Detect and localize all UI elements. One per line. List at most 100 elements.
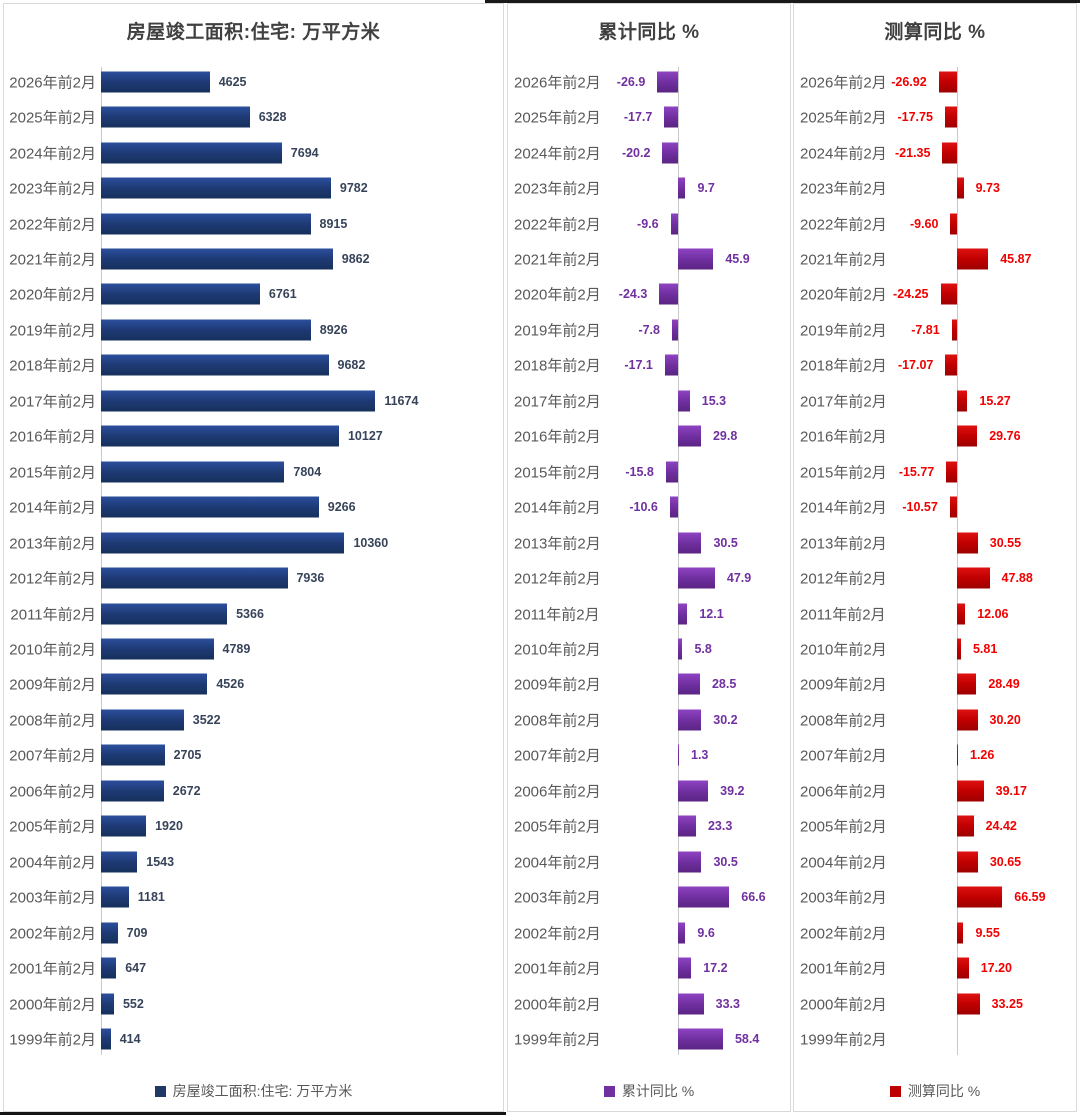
value-label: 9266 <box>327 500 356 515</box>
bar <box>957 248 989 270</box>
value-label: 552 <box>122 996 144 1011</box>
bar-row: 2011年前2月 12.06 <box>794 596 1076 631</box>
category-label: 2022年前2月 <box>9 216 96 234</box>
category-label: 2012年前2月 <box>800 570 887 588</box>
bar-row: 2025年前2月 -17.7 <box>508 99 790 134</box>
category-label: 2020年前2月 <box>9 286 96 304</box>
value-label: 1181 <box>137 890 165 905</box>
plot-area: 2026年前2月 -26.92 2025年前2月 -17.75 2024年前2月 -21.… <box>794 64 1076 1057</box>
bar-row: 2023年前2月 9782 <box>4 170 503 205</box>
bar-row: 2025年前2月 6328 <box>4 99 503 134</box>
bar-row: 2021年前2月 9862 <box>4 241 503 276</box>
bar <box>942 142 957 164</box>
bar-row: 1999年前2月 58.4 <box>508 1021 790 1056</box>
bar <box>678 922 686 944</box>
category-label: 2002年前2月 <box>514 925 601 943</box>
value-label: 28.5 <box>711 677 737 692</box>
bar-row: 2010年前2月 4789 <box>4 631 503 666</box>
value-label: 2672 <box>172 783 201 798</box>
category-label: 2015年前2月 <box>514 464 601 482</box>
legend: 房屋竣工面积:住宅: 万平方米 <box>4 1081 503 1101</box>
bar <box>101 213 311 235</box>
category-label: 2002年前2月 <box>800 925 887 943</box>
bar-row: 2026年前2月 -26.9 <box>508 64 790 99</box>
value-label: 15.3 <box>701 393 727 408</box>
legend: 累计同比 % <box>508 1081 790 1101</box>
category-label: 2009年前2月 <box>9 676 96 694</box>
bar <box>101 354 329 376</box>
value-label: 2705 <box>173 748 202 763</box>
category-label: 2007年前2月 <box>9 747 96 765</box>
bar <box>678 425 701 447</box>
legend-swatch-icon <box>603 1085 615 1097</box>
category-label: 2022年前2月 <box>800 216 887 234</box>
value-label: 5.81 <box>972 641 998 656</box>
bar-row: 1999年前2月 414 <box>4 1021 503 1056</box>
category-label: 1999年前2月 <box>514 1031 601 1049</box>
value-label: 29.76 <box>989 429 1021 444</box>
category-label: 2020年前2月 <box>514 286 601 304</box>
value-label: -26.92 <box>891 74 927 89</box>
bar <box>957 425 978 447</box>
category-label: 2023年前2月 <box>800 180 887 198</box>
plot-area: 2026年前2月 4625 2025年前2月 6328 2024年前2月 7694 2023… <box>4 64 503 1057</box>
bottom-edge-line <box>0 1112 506 1115</box>
bar-row: 2008年前2月 3522 <box>4 702 503 737</box>
bar <box>678 603 688 625</box>
bar <box>957 744 958 766</box>
bar <box>659 283 678 305</box>
bar-row: 2009年前2月 28.5 <box>508 667 790 702</box>
bar-row: 2024年前2月 -20.2 <box>508 135 790 170</box>
category-label: 2018年前2月 <box>514 357 601 375</box>
category-label: 2001年前2月 <box>9 960 96 978</box>
bar-row: 2000年前2月 552 <box>4 986 503 1021</box>
bar-row: 2001年前2月 647 <box>4 950 503 985</box>
category-label: 2022年前2月 <box>514 216 601 234</box>
category-label: 2014年前2月 <box>800 499 887 517</box>
category-label: 2002年前2月 <box>9 925 96 943</box>
value-label: 45.87 <box>1000 251 1032 266</box>
panel-cumulative-yoy: 累计同比 % 2026年前2月 -26.9 2025年前2月 -17.7 2024年前2… <box>507 3 791 1112</box>
panel-completion-area: 房屋竣工面积:住宅: 万平方米 2026年前2月 4625 2025年前2月 6328… <box>3 3 504 1112</box>
legend-swatch-icon <box>889 1085 901 1097</box>
value-label: 47.9 <box>726 571 752 586</box>
category-label: 2014年前2月 <box>514 499 601 517</box>
category-label: 2025年前2月 <box>800 109 887 127</box>
value-label: -10.57 <box>902 500 938 515</box>
bar-row: 2013年前2月 30.5 <box>508 525 790 560</box>
category-label: 2024年前2月 <box>9 145 96 163</box>
value-label: -10.6 <box>629 500 658 515</box>
category-label: 2021年前2月 <box>800 251 887 269</box>
value-label: 9.6 <box>697 925 715 940</box>
bar <box>957 390 968 412</box>
bar <box>101 142 282 164</box>
category-label: 2026年前2月 <box>800 74 887 92</box>
bar <box>957 673 977 695</box>
category-label: 2019年前2月 <box>800 322 887 340</box>
value-label: 30.5 <box>713 535 738 550</box>
bar <box>101 744 165 766</box>
value-label: 12.06 <box>977 606 1009 621</box>
bar <box>957 532 978 554</box>
bar <box>957 922 964 944</box>
bar-row: 2005年前2月 1920 <box>4 809 503 844</box>
bar-row: 2023年前2月 9.7 <box>508 170 790 205</box>
value-label: -20.2 <box>621 145 651 160</box>
value-label: -15.77 <box>898 464 935 479</box>
category-label: 2021年前2月 <box>514 251 601 269</box>
bar-row: 2024年前2月 -21.35 <box>794 135 1076 170</box>
bar <box>957 815 974 837</box>
bar <box>101 886 129 908</box>
value-label: -24.25 <box>893 287 929 302</box>
bar-row: 1999年前2月 <box>794 1021 1076 1056</box>
category-label: 2024年前2月 <box>514 145 601 163</box>
bar <box>101 1028 111 1050</box>
bar <box>657 71 678 93</box>
category-label: 2014年前2月 <box>9 499 96 517</box>
value-label: 17.2 <box>703 961 728 976</box>
value-label: 30.55 <box>989 535 1022 550</box>
bar <box>101 532 345 554</box>
bar-row: 2010年前2月 5.81 <box>794 631 1076 666</box>
bar-row: 2021年前2月 45.87 <box>794 241 1076 276</box>
legend-label: 测算同比 % <box>907 1083 981 1099</box>
